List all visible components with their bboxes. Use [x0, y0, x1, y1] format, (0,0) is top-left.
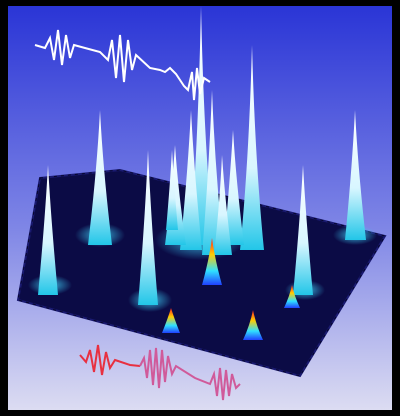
page: [0, 0, 400, 416]
illustration: [0, 0, 400, 416]
